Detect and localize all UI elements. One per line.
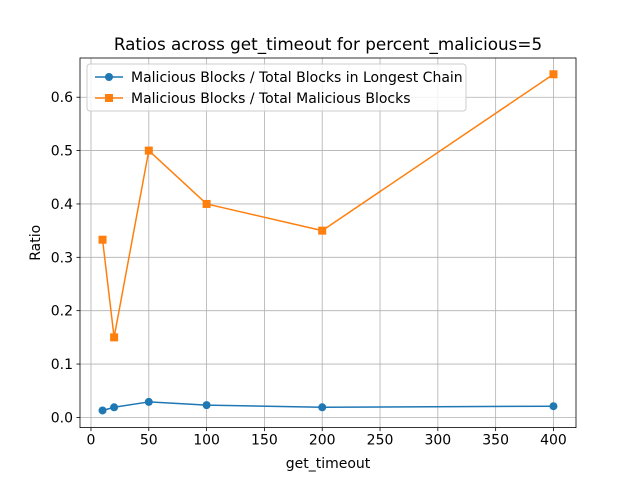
legend-marker: [105, 94, 113, 102]
y-ticks: 0.0 0.1 0.2 0.3 0.4 0.5 0.6: [51, 90, 80, 426]
x-tick-label: 300: [424, 433, 451, 449]
series-2-point: [110, 333, 119, 342]
series-2-line: [101, 73, 554, 339]
plot-frame: [79, 57, 577, 429]
series-1-point: [110, 403, 119, 412]
series-layer: [98, 70, 558, 415]
legend-box: [86, 63, 467, 112]
x-tick-label: 350: [482, 433, 509, 449]
y-axis-label: Ratio: [28, 225, 44, 261]
y-tick-label: 0.6: [51, 90, 73, 106]
series-1-point: [318, 403, 327, 412]
x-tick-label: 150: [251, 433, 278, 449]
y-tick-label: 0.0: [51, 410, 73, 426]
legend: Malicious Blocks / Total Blocks in Longe…: [86, 63, 467, 112]
series-2-point: [202, 199, 211, 208]
x-tick-label: 400: [540, 433, 567, 449]
series-2-point: [144, 146, 153, 155]
y-tick-label: 0.1: [51, 357, 73, 373]
y-tick-label: 0.5: [51, 144, 73, 160]
x-tick-label: 200: [309, 433, 336, 449]
series-2-point: [98, 235, 107, 244]
series-1-point: [144, 397, 153, 406]
x-tick-label: 50: [140, 433, 158, 449]
x-tick-label: 250: [367, 433, 394, 449]
series-1-point: [202, 401, 211, 410]
grid: [80, 58, 576, 428]
series-2-point: [549, 70, 558, 79]
x-axis-label: get_timeout: [286, 456, 371, 472]
chart-title: Ratios across get_timeout for percent_ma…: [114, 34, 542, 55]
series-1-point: [98, 406, 107, 415]
y-tick-label: 0.2: [51, 304, 73, 320]
y-tick-label: 0.3: [51, 250, 73, 266]
legend-label: Malicious Blocks / Total Blocks in Longe…: [131, 70, 463, 86]
y-tick-label: 0.4: [51, 197, 73, 213]
legend-label: Malicious Blocks / Total Malicious Block…: [131, 91, 411, 107]
series-2-point: [318, 226, 327, 235]
x-ticks: 0 50 100 150 200 250 300 350 400: [87, 427, 567, 449]
x-tick-label: 0: [87, 433, 96, 449]
legend-marker: [105, 73, 113, 81]
series-1-point: [549, 402, 558, 411]
x-tick-label: 100: [193, 433, 220, 449]
